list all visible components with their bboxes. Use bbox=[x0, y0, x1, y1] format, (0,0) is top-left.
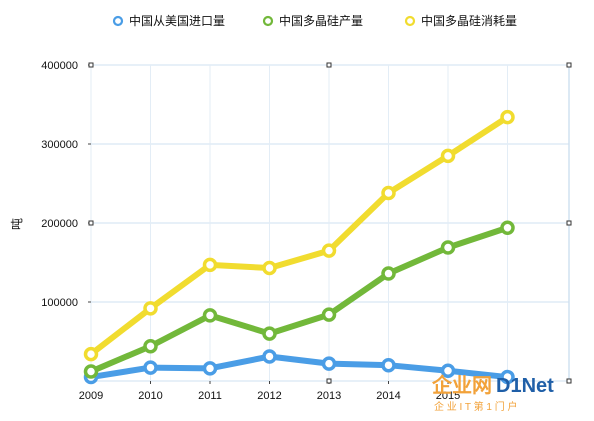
series-point bbox=[440, 148, 456, 164]
axis-layer: 100000 200000 300000 400000 2009 2010 2011 2012… bbox=[41, 60, 572, 402]
frame-handle bbox=[566, 378, 572, 384]
series-point bbox=[262, 349, 277, 364]
series-point bbox=[262, 326, 277, 341]
x-tick-label: 2013 bbox=[317, 390, 341, 402]
legend-label: 中国多晶硅消耗量 bbox=[421, 13, 517, 28]
watermark: 企业网 D1Net 企 业 I T 第 1 门 户 bbox=[431, 373, 554, 413]
y-tick-label: 200000 bbox=[41, 218, 78, 230]
grid-layer bbox=[90, 64, 570, 382]
frame-handle bbox=[88, 220, 94, 226]
series-point bbox=[143, 360, 158, 375]
watermark-main-prefix: 企业网 bbox=[431, 373, 492, 397]
series-point bbox=[321, 243, 337, 258]
series-point bbox=[143, 338, 158, 354]
series-layer bbox=[83, 109, 515, 385]
series-point bbox=[321, 356, 337, 371]
frame-handle bbox=[566, 220, 572, 226]
series-line bbox=[88, 353, 511, 381]
series-point bbox=[202, 308, 218, 323]
legend-label: 中国多晶硅产量 bbox=[279, 13, 363, 28]
frame-handle bbox=[326, 62, 332, 68]
series-line bbox=[88, 114, 511, 358]
x-tick-label: 2011 bbox=[198, 390, 222, 402]
series-point bbox=[381, 357, 396, 373]
frame-handle bbox=[326, 378, 332, 384]
y-tick-label: 400000 bbox=[41, 60, 78, 72]
legend-marker bbox=[404, 15, 416, 27]
frame-handle bbox=[566, 62, 572, 68]
series-line bbox=[88, 224, 511, 375]
series-point bbox=[202, 257, 218, 273]
y-tick-label: 100000 bbox=[41, 297, 78, 309]
x-tick-label: 2012 bbox=[257, 390, 281, 402]
frame-handle bbox=[88, 62, 94, 68]
x-tick-label: 2014 bbox=[376, 390, 400, 402]
series-point bbox=[500, 109, 515, 125]
y-tick-label: 300000 bbox=[41, 139, 78, 151]
series-point bbox=[440, 363, 456, 378]
watermark-main-suffix: D1Net bbox=[496, 375, 554, 397]
series-point bbox=[143, 301, 158, 316]
legend-marker bbox=[112, 15, 124, 27]
series-point bbox=[440, 240, 456, 255]
y-axis-label: 吨 bbox=[10, 218, 24, 230]
legend: 中国从美国进口量 中国多晶硅产量 中国多晶硅消耗量 bbox=[112, 13, 517, 28]
series-point bbox=[381, 185, 396, 201]
series-point bbox=[321, 307, 337, 322]
x-tick-label: 2009 bbox=[79, 390, 103, 402]
series-point bbox=[500, 220, 515, 235]
series-point bbox=[381, 266, 396, 281]
series-point bbox=[83, 346, 99, 362]
legend-label: 中国从美国进口量 bbox=[129, 13, 225, 28]
legend-marker bbox=[262, 15, 274, 27]
series-point bbox=[262, 260, 277, 276]
x-tick-label: 2010 bbox=[138, 390, 162, 402]
series-point bbox=[202, 361, 218, 376]
series-point bbox=[500, 369, 515, 385]
x-tick-label: 2015 bbox=[436, 390, 460, 402]
series-point bbox=[83, 364, 99, 379]
watermark-sub: 企 业 I T 第 1 门 户 bbox=[434, 400, 518, 413]
